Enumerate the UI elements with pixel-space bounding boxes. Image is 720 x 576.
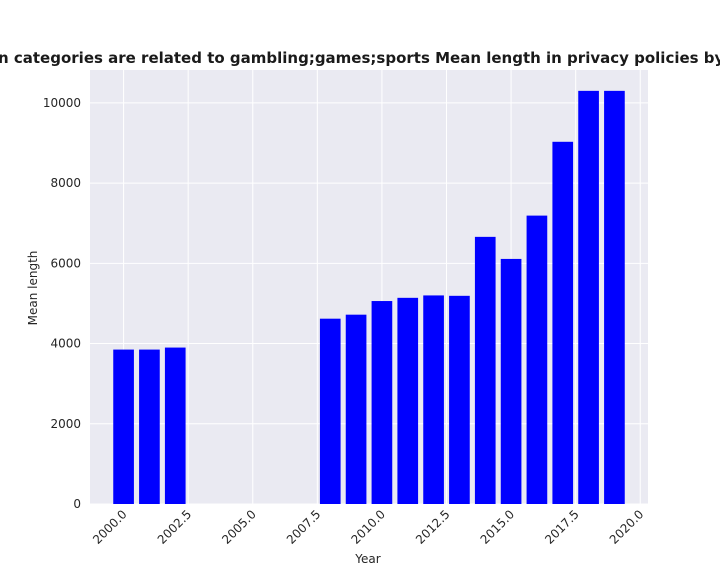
bars [113,90,625,505]
x-tick-label: 2007.5 [284,507,324,547]
bar [139,349,160,504]
bar [449,295,470,504]
x-tick-label: 2010.0 [348,507,388,547]
bar [345,314,367,504]
x-tick-label: 2017.5 [542,507,582,547]
y-tick-label: 4000 [50,337,81,351]
y-tick-label: 2000 [50,417,81,431]
y-axis-title: Mean length [26,251,40,326]
bar [604,90,625,505]
bar [371,301,393,504]
x-tick-label: 2020.0 [607,507,647,547]
bar [552,141,574,504]
x-tick-label: 2002.5 [155,507,195,547]
bar [164,347,186,504]
bar [500,258,522,504]
y-tick-label: 6000 [50,256,81,270]
y-tick-labels: 0 2000 4000 6000 8000 10000 [43,96,81,511]
y-tick-label: 10000 [43,96,81,110]
bar [423,295,444,504]
y-tick-label: 0 [73,497,81,511]
bar [578,90,599,505]
bar [397,297,419,504]
bar [319,318,341,504]
x-tick-labels: 2000.0 2002.5 2005.0 2007.5 2010.0 2012.5 2015… [90,507,646,547]
y-tick-label: 8000 [50,176,81,190]
x-tick-label: 2005.0 [219,507,259,547]
x-axis-title: Year [354,552,380,566]
x-tick-label: 2015.0 [478,507,518,547]
bar [526,215,548,504]
bar [113,349,134,504]
chart-title: when categories are related to gambling;… [0,49,720,67]
x-tick-label: 2000.0 [90,507,130,547]
bar [474,236,496,504]
x-tick-label: 2012.5 [413,507,453,547]
